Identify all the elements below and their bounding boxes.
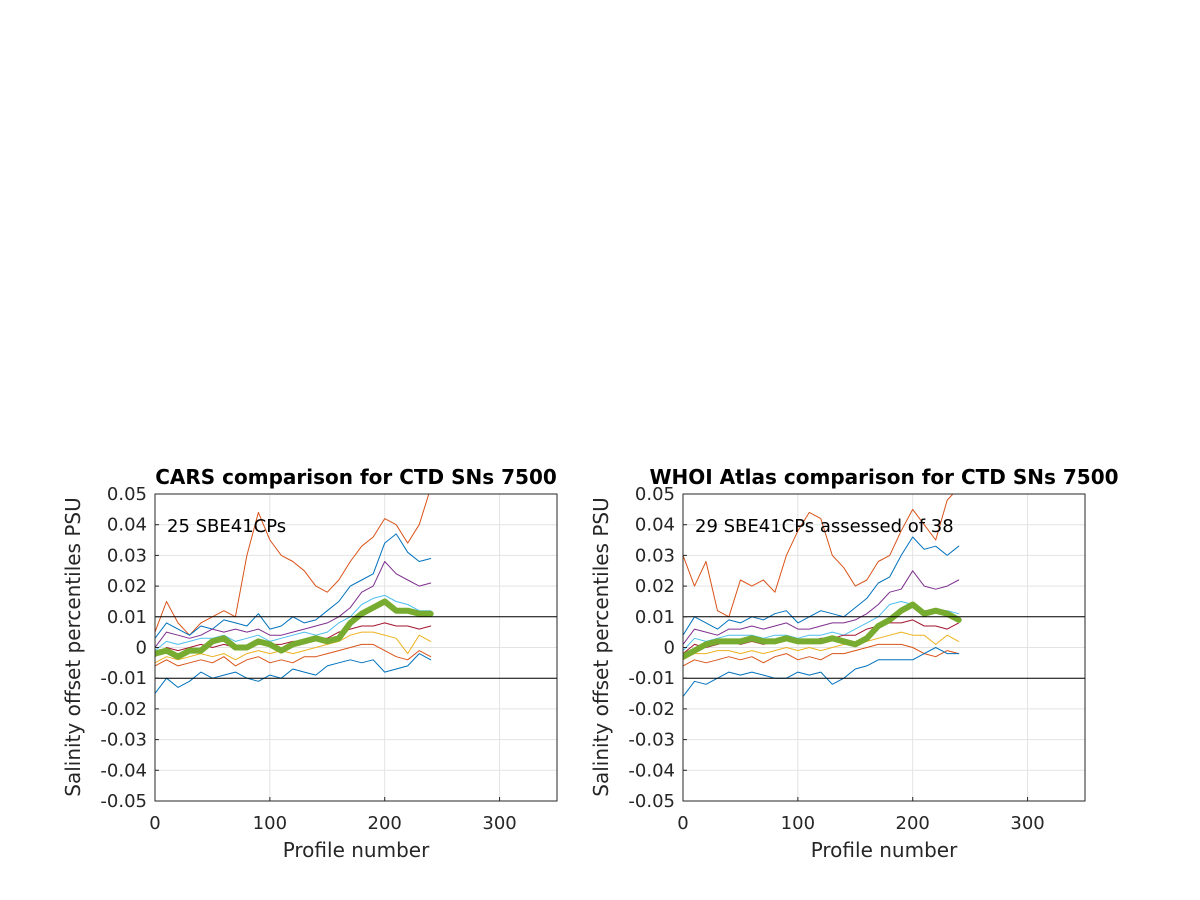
x-tick-label: 200 bbox=[368, 813, 402, 834]
chart-annotation: 29 SBE41CPs assessed of 38 bbox=[695, 516, 954, 537]
y-tick-label: 0.03 bbox=[107, 545, 147, 566]
y-tick-label: 0.05 bbox=[635, 484, 675, 505]
series-line bbox=[155, 594, 432, 652]
series-line bbox=[683, 601, 962, 660]
series-line bbox=[155, 494, 430, 636]
series-line bbox=[155, 653, 432, 694]
plot-series-group bbox=[683, 494, 962, 698]
series-line bbox=[683, 643, 960, 667]
x-axis-label: Profile number bbox=[811, 838, 958, 862]
x-tick-label: 0 bbox=[149, 813, 160, 834]
y-tick-label: 0.01 bbox=[635, 607, 675, 628]
cars-comparison-chart: CARS comparison for CTD SNs 7500 25 SBE4… bbox=[61, 465, 558, 862]
y-tick-label: 0.04 bbox=[635, 515, 675, 536]
chart-annotation: 25 SBE41CPs bbox=[167, 516, 286, 537]
plot-series-group bbox=[155, 494, 434, 694]
x-tick-label: 300 bbox=[482, 813, 516, 834]
y-tick-label: -0.03 bbox=[628, 730, 675, 751]
y-tick-label: 0 bbox=[136, 638, 147, 659]
series-line bbox=[683, 631, 960, 661]
y-axis-label: Salinity offset percentiles PSU bbox=[589, 497, 613, 796]
y-tick-label: 0.05 bbox=[107, 484, 147, 505]
x-tick-label: 100 bbox=[253, 813, 287, 834]
y-tick-label: -0.02 bbox=[100, 699, 147, 720]
chart-title: WHOI Atlas comparison for CTD SNs 7500 bbox=[649, 465, 1118, 489]
y-tick-label: -0.04 bbox=[100, 760, 147, 781]
series-line bbox=[155, 598, 434, 660]
y-tick-label: -0.03 bbox=[100, 730, 147, 751]
y-tick-label: 0 bbox=[664, 638, 675, 659]
y-tick-label: 0.02 bbox=[635, 576, 675, 597]
series-line bbox=[683, 570, 960, 645]
x-tick-label: 300 bbox=[1010, 813, 1044, 834]
x-axis-label: Profile number bbox=[283, 838, 430, 862]
y-tick-label: 0.01 bbox=[107, 607, 147, 628]
y-tick-label: -0.04 bbox=[628, 760, 675, 781]
series-line bbox=[683, 536, 960, 636]
y-axis-label: Salinity offset percentiles PSU bbox=[61, 497, 85, 796]
y-tick-label: -0.01 bbox=[100, 668, 147, 689]
y-tick-label: -0.05 bbox=[628, 791, 675, 812]
series-line bbox=[683, 647, 960, 698]
x-tick-label: 0 bbox=[677, 813, 688, 834]
y-tick-label: -0.05 bbox=[100, 791, 147, 812]
x-tick-label: 100 bbox=[781, 813, 815, 834]
whoi-atlas-comparison-chart: WHOI Atlas comparison for CTD SNs 7500 2… bbox=[589, 465, 1119, 862]
chart-title: CARS comparison for CTD SNs 7500 bbox=[155, 465, 557, 489]
y-tick-label: 0.04 bbox=[107, 515, 147, 536]
y-tick-label: -0.02 bbox=[628, 699, 675, 720]
y-tick-label: 0.03 bbox=[635, 545, 675, 566]
series-line bbox=[155, 643, 432, 667]
x-tick-label: 200 bbox=[896, 813, 930, 834]
y-tick-label: 0.02 bbox=[107, 576, 147, 597]
y-tick-label: -0.01 bbox=[628, 668, 675, 689]
series-line bbox=[155, 561, 432, 648]
